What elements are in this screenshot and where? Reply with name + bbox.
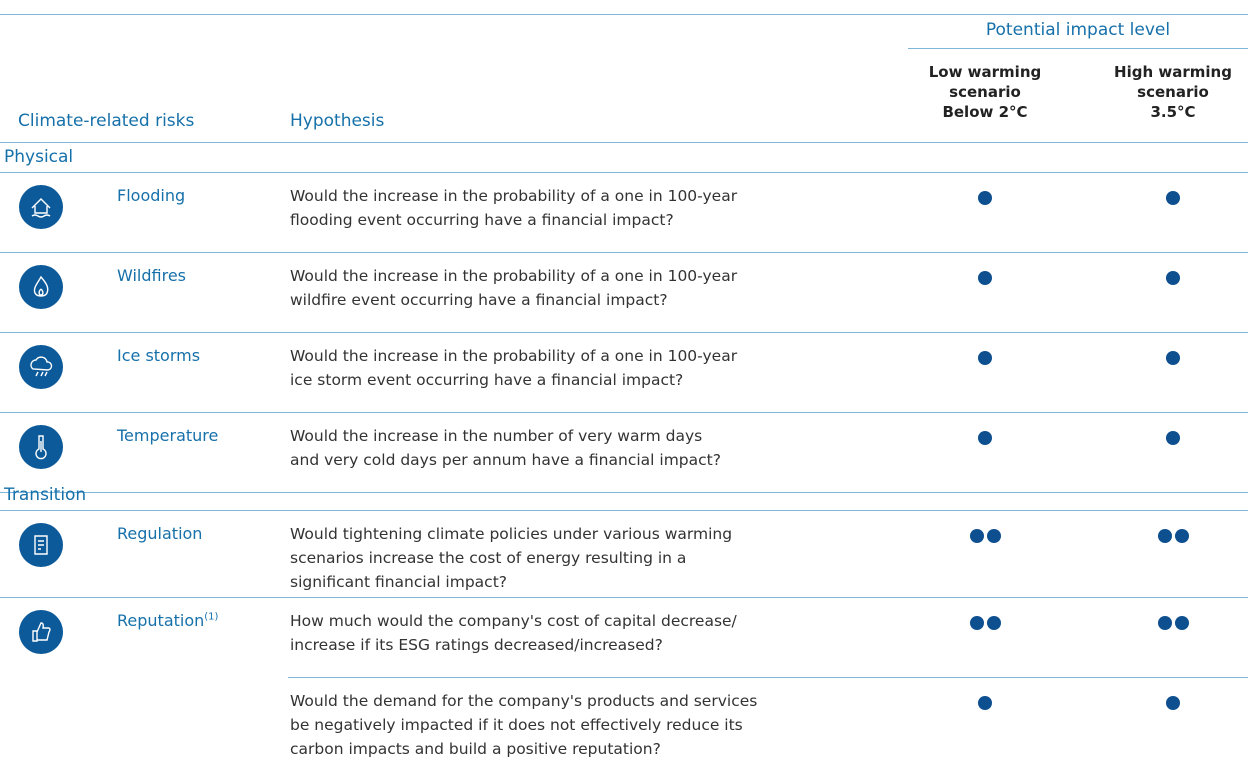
hypothesis: How much would the company's cost of cap… — [290, 609, 737, 657]
column-header: Climate-related risks — [18, 111, 195, 131]
risk-icon — [19, 610, 63, 654]
column-header: Hypothesis — [290, 111, 385, 131]
impact-level — [915, 616, 1055, 630]
hypothesis-line: flooding event occurring have a financia… — [290, 211, 674, 229]
risk-icon — [19, 265, 63, 309]
hypothesis: Would the demand for the company's produ… — [290, 689, 757, 761]
group-title: Potential impact level — [985, 20, 1171, 40]
hypothesis: Would the increase in the probability of… — [290, 184, 737, 232]
impact-dot — [978, 696, 992, 710]
impact-dot — [969, 616, 984, 630]
rule — [0, 142, 1248, 143]
impact-dot — [1166, 271, 1180, 285]
hypothesis: Would the increase in the probability of… — [290, 344, 737, 392]
impact-dot — [986, 529, 1001, 543]
hypothesis-line: scenarios increase the cost of energy re… — [290, 549, 687, 567]
risk-label: Flooding — [117, 186, 185, 205]
hypothesis-line: How much would the company's cost of cap… — [290, 612, 737, 630]
impact-level — [915, 351, 1055, 365]
risk-label: Reputation(1) — [117, 611, 218, 630]
hypothesis-line: Would the increase in the probability of… — [290, 267, 738, 285]
risk-icon — [19, 185, 63, 229]
impact-level — [1103, 529, 1243, 543]
impact-dot — [1174, 529, 1189, 543]
hypothesis-line: increase if its ESG ratings decreased/in… — [290, 636, 663, 654]
impact-dot — [1166, 696, 1180, 710]
column-header: High warming scenario 3.5°C — [1103, 62, 1243, 122]
hypothesis-line: be negatively impacted if it does not ef… — [290, 716, 743, 734]
impact-level — [1103, 431, 1243, 445]
impact-dot — [1174, 616, 1189, 630]
rule — [0, 14, 1248, 15]
header-line: 3.5°C — [1150, 103, 1196, 121]
impact-dot — [1166, 351, 1180, 365]
hypothesis-line: Would the increase in the probability of… — [290, 187, 738, 205]
risk-label: Wildfires — [117, 266, 186, 285]
hypothesis-line: Would the increase in the probability of… — [290, 347, 738, 365]
hypothesis-line: significant financial impact? — [290, 573, 507, 591]
hypothesis: Would the increase in the number of very… — [290, 424, 721, 472]
impact-level — [915, 271, 1055, 285]
impact-level — [1103, 351, 1243, 365]
rule — [0, 172, 1248, 173]
risk-name: Temperature — [117, 426, 219, 445]
impact-level — [915, 529, 1055, 543]
risk-icon — [19, 425, 63, 469]
hypothesis: Would the increase in the probability of… — [290, 264, 737, 312]
impact-dot — [1166, 191, 1180, 205]
hypothesis-line: Would tightening climate policies under … — [290, 525, 733, 543]
column-header: Low warming scenario Below 2°C — [915, 62, 1055, 122]
impact-level — [915, 431, 1055, 445]
rule — [0, 252, 1248, 253]
risk-name: Flooding — [117, 186, 186, 205]
risk-name: Reputation — [117, 611, 205, 630]
impact-dot — [969, 529, 984, 543]
impact-dot — [1166, 431, 1180, 445]
header-line: Low warming — [928, 63, 1042, 81]
impact-level — [1103, 271, 1243, 285]
rule — [908, 48, 1248, 49]
risk-icon — [19, 345, 63, 389]
rule — [0, 412, 1248, 413]
footnote-ref: (1) — [204, 611, 219, 623]
section-title: Physical — [4, 147, 74, 167]
risk-name: Ice storms — [117, 346, 201, 365]
risk-name: Wildfires — [117, 266, 186, 285]
hypothesis-line: Would the demand for the company's produ… — [290, 692, 758, 710]
hypothesis-line: carbon impacts and build a positive repu… — [290, 740, 661, 758]
hypothesis-line: and very cold days per annum have a fina… — [290, 451, 721, 469]
risk-label: Temperature — [117, 426, 218, 445]
rule — [0, 597, 1248, 598]
impact-dot — [978, 191, 992, 205]
risk-name: Regulation — [117, 524, 203, 543]
risk-label: Ice storms — [117, 346, 200, 365]
impact-dot — [986, 616, 1001, 630]
hypothesis-line: ice storm event occurring have a financi… — [290, 371, 684, 389]
rule — [288, 677, 1248, 678]
impact-dot — [1157, 616, 1172, 630]
rule — [0, 332, 1248, 333]
impact-level — [915, 191, 1055, 205]
impact-dot — [978, 271, 992, 285]
header-line: scenario — [949, 83, 1021, 101]
risk-label: Regulation — [117, 524, 202, 543]
impact-level — [1103, 696, 1243, 710]
impact-dot — [1157, 529, 1172, 543]
hypothesis-line: wildfire event occurring have a financia… — [290, 291, 668, 309]
header-line: Below 2°C — [942, 103, 1028, 121]
hypothesis-line: Would the increase in the number of very… — [290, 427, 703, 445]
impact-level — [1103, 191, 1243, 205]
rule — [0, 492, 1248, 493]
impact-level — [1103, 616, 1243, 630]
header-line: High warming — [1114, 63, 1232, 81]
section-title: Transition — [4, 485, 87, 505]
impact-dot — [978, 351, 992, 365]
impact-dot — [978, 431, 992, 445]
header-line: scenario — [1137, 83, 1209, 101]
risk-icon — [19, 523, 63, 567]
impact-level — [915, 696, 1055, 710]
rule — [0, 510, 1248, 511]
hypothesis: Would tightening climate policies under … — [290, 522, 732, 594]
